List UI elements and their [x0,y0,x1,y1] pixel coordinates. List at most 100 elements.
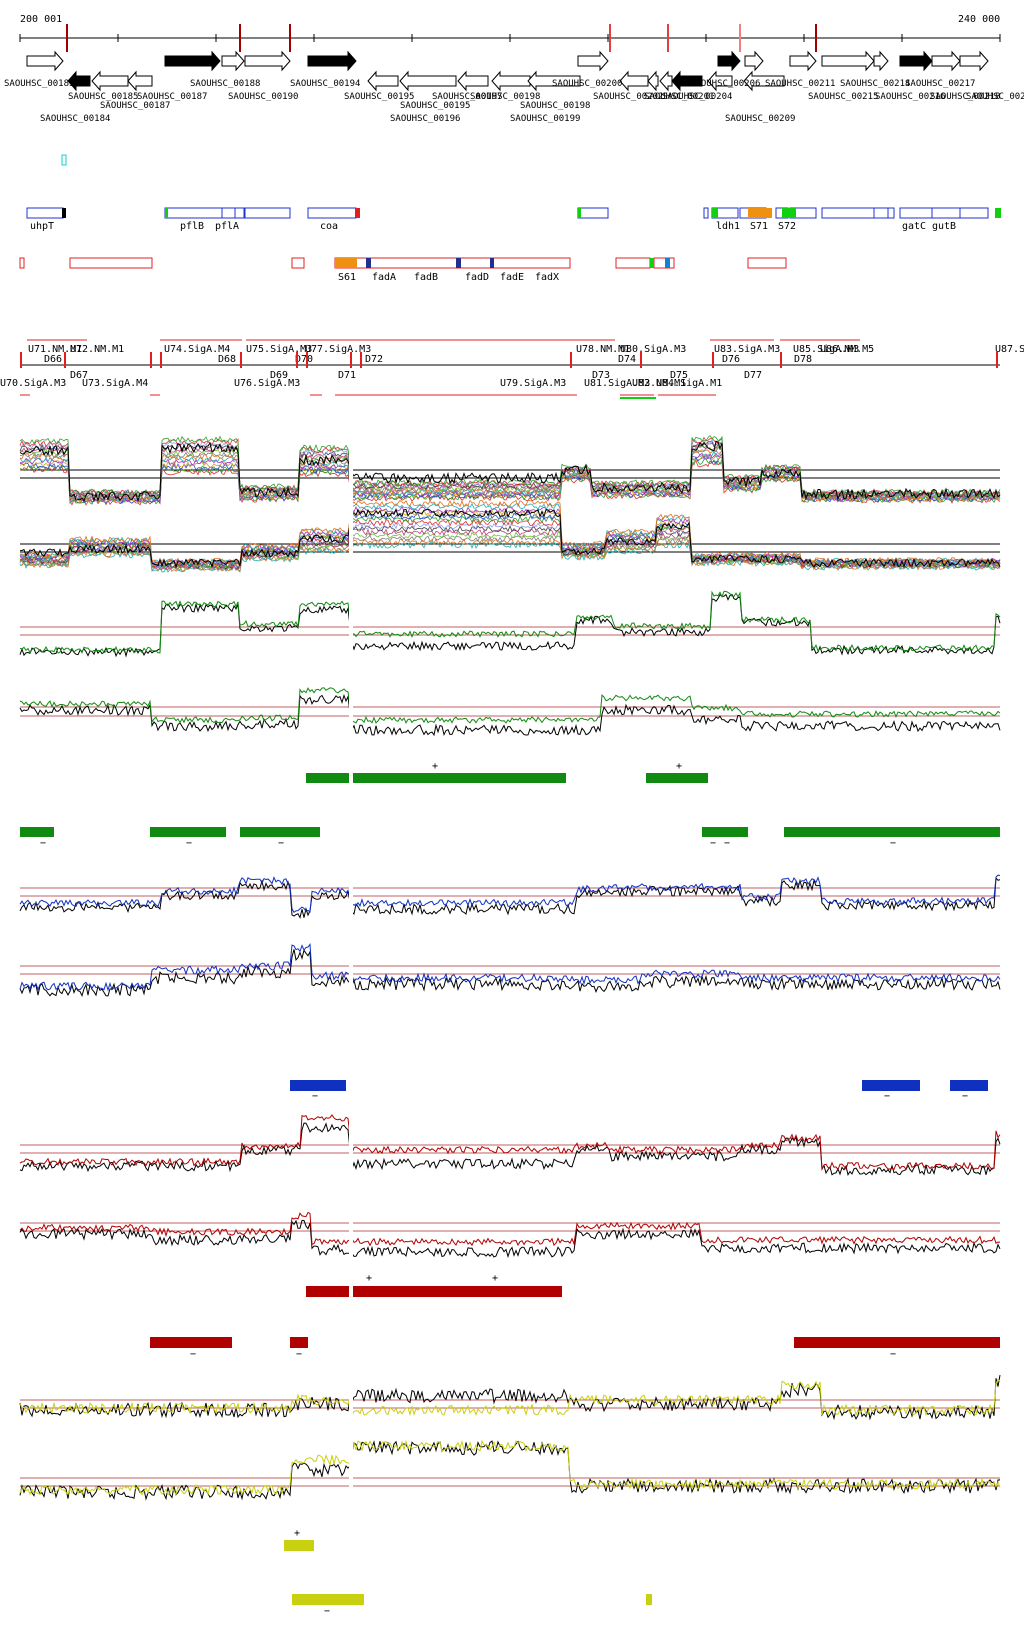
annotation-box [821,207,895,219]
segment-label: U82.NM.M1 [632,378,686,389]
blue-track-black [19,876,1001,920]
gene-label: SAOUHSC_00195 [400,101,470,111]
annotation-label: fadE [500,272,524,283]
segment-tick [570,352,572,368]
expression-series [19,508,1001,567]
gene-label: SAOUHSC_00190 [228,92,298,102]
annotation-label: gutB [932,221,956,232]
segment-label: U74.SigA.M4 [164,344,230,355]
gene-arrow [244,50,291,72]
blue-region-bar [950,1080,988,1091]
minus-sign: − [190,1349,196,1360]
annotation-box [244,207,291,219]
track-gap [349,450,353,1580]
gene-label: SAOUHSC_00209 [725,114,795,124]
annotation-fill [650,258,654,268]
segment-tick [360,352,362,368]
minus-sign: − [724,838,730,849]
gene-label: SAOUHSC_00195 [344,92,414,102]
annotation-fill [578,208,581,218]
gene-arrow [221,50,245,72]
segment-label: U84.SigA.M1 [656,378,722,389]
annotation-box [931,207,961,219]
segment-label: U73.SigA.M4 [82,378,148,389]
gene-label: SAOUHSC_00200 [552,79,622,89]
annotation-box [26,207,64,219]
gene-label: SAOUHSC_00196 [390,114,460,124]
gene-label: SAOUHSC_00219 [966,92,1024,102]
segment-label: U78.NM.M1 [576,344,630,355]
plus-sign: + [492,1273,498,1284]
expression-series [19,434,1001,496]
cyan-marker [61,154,67,166]
gene-arrow [959,50,989,72]
green-region-bar [150,827,226,837]
gene-arrow [127,70,153,92]
red-track-black [19,1219,1001,1259]
segment-tick [712,352,714,368]
gene-label: SAOUHSC_00218 [930,92,1000,102]
annotation-box [615,257,651,269]
plus-sign: + [676,761,682,772]
annotation-fill [748,208,772,218]
segment-label: U80.SigA.M3 [620,344,686,355]
gene-label: SAOUHSC_00198 [470,92,540,102]
segment-d-label: D75 [670,370,688,381]
gene-label: SAOUHSC_00198 [520,101,590,111]
segment-label: U86.NM.M5 [820,344,874,355]
gene-label: SAOUHSC_00206 [690,79,760,89]
blue-track-series [19,943,1001,992]
segment-d-label: D68 [218,354,236,365]
segment-tick [296,352,298,368]
minus-sign: − [312,1091,318,1102]
gene-arrow [491,70,531,92]
gene-arrow [821,50,875,72]
expression-series-black [19,440,1001,503]
gene-arrow [164,50,221,72]
expression-series [19,448,1001,501]
gene-arrow [577,50,609,72]
annotation-box [703,207,709,219]
gene-arrow [659,70,673,92]
expression-series [19,503,1001,565]
green-region-bar [240,827,320,837]
gene-arrow [307,50,357,72]
segment-d-label: D73 [592,370,610,381]
minus-sign: − [186,838,192,849]
annotation-label: fadB [414,272,438,283]
blue-region-bar [290,1080,346,1091]
minus-sign: − [962,1091,968,1102]
annotation-box [19,257,25,269]
red-track-black [19,1122,1001,1176]
minus-sign: − [40,838,46,849]
segment-tick [780,352,782,368]
expression-series-black [19,507,1001,569]
annotation-fill [995,208,1001,218]
green-region-bar [20,827,54,837]
yellow-region-bar [284,1540,314,1551]
annotation-fill [782,208,796,218]
annotation-box [221,207,245,219]
green-region-bar [784,827,1000,837]
gene-arrow [743,70,785,92]
segment-d-label: D72 [365,354,383,365]
red-track-series [19,1211,1001,1247]
green-track-series [19,590,1001,655]
gene-label: SAOUHSC_00184 [40,114,110,124]
gene-arrow [707,70,733,92]
annotation-box [747,257,787,269]
segment-label: U72.NM.M1 [70,344,124,355]
gene-label: SAOUHSC_00202 [593,92,663,102]
segment-tick [240,352,242,368]
segment-label: U87.S [995,344,1024,355]
gene-label: SAOUHSC_00185 [68,92,138,102]
annotation-box [577,207,609,219]
gene-arrow [399,70,457,92]
green-track-series [19,687,1001,724]
gene-arrow [527,70,581,92]
yellow-track-black [19,1440,1001,1501]
segment-tick [160,352,162,368]
annotation-label: pflA [215,221,239,232]
gene-arrow [931,50,961,72]
